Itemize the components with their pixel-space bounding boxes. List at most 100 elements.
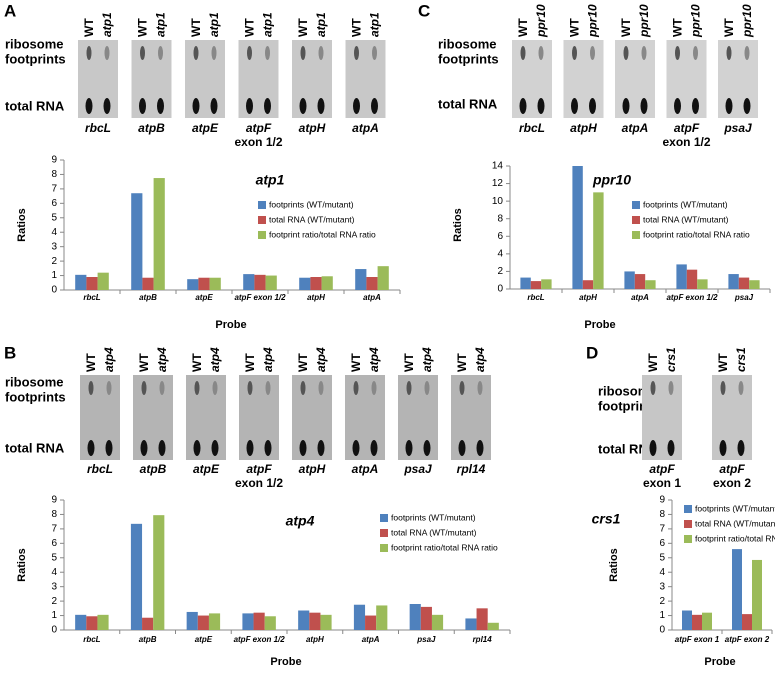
blot-band: [668, 381, 674, 395]
y-tick-label: 6: [51, 198, 57, 209]
blot-strip: [642, 375, 682, 460]
blot-band: [640, 98, 648, 114]
bar: [465, 618, 477, 630]
lane-header: WT: [646, 353, 660, 372]
bar: [142, 617, 154, 630]
blot-band: [246, 440, 254, 456]
lane-note: exon 1/2: [235, 476, 283, 490]
x-axis-label: Probe: [704, 656, 735, 668]
legend-label: footprints (WT/mutant): [695, 503, 775, 513]
blot-band: [141, 381, 147, 395]
blot-band: [458, 440, 466, 456]
x-tick-label: atpH: [306, 635, 324, 644]
blot-strip: [238, 40, 279, 118]
lane-header: atp1: [314, 12, 328, 37]
blot-band: [519, 98, 527, 114]
bar: [153, 515, 165, 630]
bar: [321, 276, 333, 290]
lane-gene: atpA: [622, 121, 649, 135]
y-tick-label: 3: [51, 241, 57, 252]
lane-header: atp1: [100, 12, 114, 37]
blot-band: [371, 381, 377, 395]
bar: [130, 523, 143, 630]
y-axis-label: Ratios: [16, 548, 28, 582]
x-tick-label: atpA: [362, 635, 380, 644]
blot-band: [300, 46, 306, 60]
legend-swatch: [380, 544, 388, 552]
blot-band: [674, 98, 681, 114]
bar: [365, 615, 377, 630]
bar: [541, 279, 552, 289]
blot-band: [103, 98, 111, 114]
lane-header: atp4: [314, 347, 328, 372]
bar: [353, 604, 366, 630]
x-tick-label: atpA: [631, 293, 649, 302]
blot-strip: [563, 40, 604, 118]
lane-header: atp4: [473, 347, 487, 372]
bar: [198, 277, 210, 290]
legend-label: footprints (WT/mutant): [391, 512, 476, 522]
y-tick-label: 2: [51, 256, 57, 267]
bar: [676, 264, 687, 289]
x-tick-label: rbcL: [83, 635, 100, 644]
bar: [692, 614, 702, 630]
lane-note: exon 1: [643, 476, 681, 490]
bar: [520, 277, 531, 289]
blot-band: [649, 440, 657, 456]
legend-swatch: [684, 535, 692, 543]
y-tick-label: 3: [659, 581, 665, 592]
x-axis-label: Probe: [270, 656, 301, 668]
y-tick-label: 2: [497, 266, 503, 277]
bar: [75, 274, 87, 290]
blot-band: [210, 98, 218, 114]
y-tick-label: 0: [51, 625, 57, 636]
bar: [265, 275, 277, 290]
blot-band: [726, 46, 732, 60]
blot-band: [354, 46, 359, 60]
x-tick-label: psaJ: [734, 293, 754, 302]
lane-header: WT: [568, 18, 582, 37]
blot-band: [571, 98, 578, 114]
lane-gene: rbcL: [85, 121, 111, 135]
y-tick-label: 14: [492, 161, 504, 172]
lane-header: ppr10: [586, 4, 600, 38]
legend-label: footprint ratio/total RNA ratio: [695, 533, 775, 543]
lane-header: atp4: [367, 347, 381, 372]
panel-letter: A: [4, 1, 16, 20]
blot-strip: [345, 375, 385, 460]
bar: [264, 616, 276, 630]
lane-header: WT: [84, 353, 98, 372]
blot-band: [572, 46, 577, 60]
bar: [186, 611, 198, 630]
bar: [702, 612, 712, 630]
lane-header: WT: [243, 353, 257, 372]
blot-strip: [78, 40, 118, 118]
lane-note: exon 1/2: [662, 135, 710, 149]
x-tick-label: rbcL: [83, 293, 100, 302]
y-tick-label: 7: [51, 184, 57, 195]
y-tick-label: 0: [659, 625, 665, 636]
bar: [309, 612, 321, 630]
lane-header: atp1: [154, 12, 168, 37]
bar: [310, 277, 322, 290]
legend-swatch: [632, 201, 640, 209]
row-label: footprints: [5, 51, 66, 66]
bar: [86, 277, 98, 290]
y-tick-label: 8: [51, 169, 57, 180]
legend-swatch: [258, 201, 266, 209]
blot-band: [193, 440, 201, 456]
lane-header: WT: [671, 18, 685, 37]
blot-band: [317, 98, 325, 114]
blot-band: [424, 381, 430, 395]
bar: [682, 610, 692, 630]
blot-strip: [80, 375, 120, 460]
blot-band: [158, 440, 166, 456]
bar: [749, 280, 760, 289]
bar: [530, 281, 542, 289]
row-label: footprints: [5, 389, 66, 404]
y-tick-label: 1: [659, 610, 665, 621]
blot-band: [650, 381, 656, 395]
x-tick-label: atpA: [363, 293, 381, 302]
bar: [86, 616, 98, 630]
